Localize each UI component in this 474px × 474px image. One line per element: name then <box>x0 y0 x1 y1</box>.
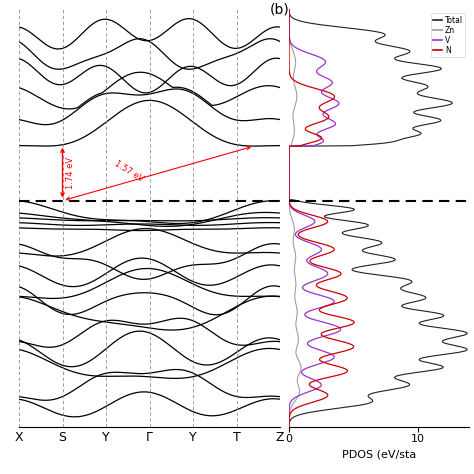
Legend: Total, Zn, V, N: Total, Zn, V, N <box>430 13 465 57</box>
Text: 1.57 eV: 1.57 eV <box>113 159 145 183</box>
Text: (b): (b) <box>270 2 290 17</box>
Text: 1.74 eV: 1.74 eV <box>66 156 75 189</box>
X-axis label: PDOS (eV/sta: PDOS (eV/sta <box>342 450 416 460</box>
